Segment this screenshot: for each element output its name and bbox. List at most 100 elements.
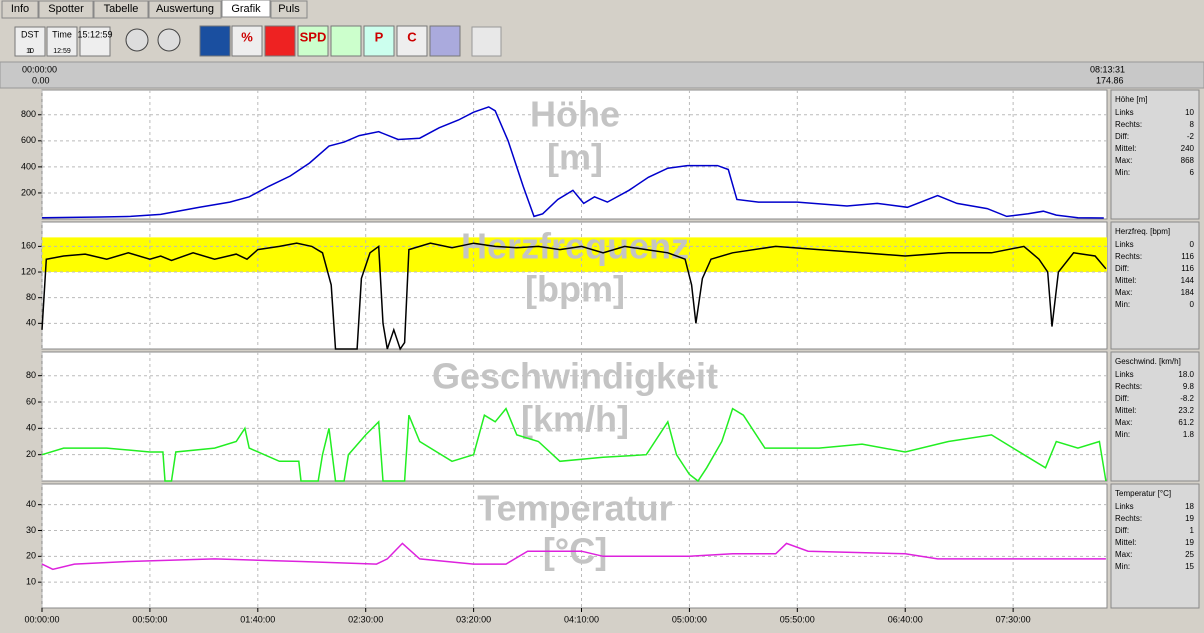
y-tick-label: 400 (21, 161, 36, 171)
stat-label: Max: (1115, 550, 1132, 559)
y-tick-label: 160 (21, 241, 36, 251)
x-tick-label: 05:00:00 (672, 614, 707, 624)
plot-area (41, 483, 1108, 609)
y-tick-label: 60 (26, 396, 36, 406)
tab[interactable] (148, 0, 222, 19)
stat-value: 0 (1190, 300, 1195, 309)
y-tick-label: 80 (26, 292, 36, 302)
toolbar-label: % (241, 29, 253, 44)
stats-title: Geschwind. [km/h] (1115, 357, 1181, 366)
toolbar-button[interactable] (264, 25, 296, 57)
toolbar-button[interactable] (330, 25, 362, 57)
toolbar-button[interactable] (231, 25, 263, 57)
toolbar-label: SPD (300, 29, 327, 44)
stat-label: Links (1115, 370, 1134, 379)
stats-panel (1110, 351, 1200, 482)
y-tick-label: 800 (21, 109, 36, 119)
stat-label: Links (1115, 240, 1134, 249)
y-tick-label: 30 (26, 525, 36, 535)
stat-label: Max: (1115, 288, 1132, 297)
watermark-unit: [m] (547, 137, 603, 178)
zoom-out-icon[interactable] (125, 28, 149, 52)
watermark-title: Höhe (530, 94, 620, 135)
tab-label: Spotter (48, 3, 84, 15)
stat-label: Diff: (1115, 526, 1129, 535)
y-tick-label: 20 (26, 551, 36, 561)
stat-value: 8 (1190, 120, 1195, 129)
toolbar-label: C (407, 29, 417, 44)
tab-label: Auswertung (156, 3, 214, 15)
stat-label: Mittel: (1115, 406, 1136, 415)
stats-panel (1110, 483, 1200, 609)
toolbar-label: 10 (26, 48, 34, 55)
toolbar-label: P (375, 29, 384, 44)
toolbar-label: 1 (28, 48, 32, 55)
stat-value: 116 (1181, 252, 1194, 261)
tab[interactable] (270, 0, 308, 19)
tab[interactable] (221, 0, 271, 18)
stats-title: Temperatur [°C] (1115, 489, 1171, 498)
flag-button[interactable] (471, 26, 502, 57)
y-tick-label: 600 (21, 135, 36, 145)
watermark-title: Temperatur (477, 488, 672, 529)
stat-label: Rechts: (1115, 382, 1142, 391)
watermark-title: Geschwindigkeit (432, 356, 718, 397)
stat-label: Rechts: (1115, 120, 1142, 129)
stats-title: Herzfreq. [bpm] (1115, 227, 1170, 236)
x-tick-label: 00:50:00 (132, 614, 167, 624)
tab-label: Info (11, 3, 29, 15)
y-tick-label: 20 (26, 449, 36, 459)
stat-value: 184 (1181, 288, 1195, 297)
x-tick-label: 02:30:00 (348, 614, 383, 624)
tab-label: Grafik (231, 3, 261, 15)
zoom-in-icon[interactable] (157, 28, 181, 52)
watermark-unit: [km/h] (521, 399, 629, 440)
x-tick-label: 01:40:00 (240, 614, 275, 624)
tab[interactable] (1, 0, 39, 19)
toolbar-label: 15:12:59 (77, 29, 112, 39)
toolbar-button[interactable] (79, 26, 111, 57)
range-bar (0, 61, 1204, 89)
range-end-value: 174.86 (1096, 75, 1124, 85)
watermark-unit: [bpm] (525, 269, 625, 310)
stat-label: Min: (1115, 168, 1130, 177)
tab[interactable] (93, 0, 149, 19)
toolbar-label: Time (52, 29, 72, 39)
stat-label: Links (1115, 502, 1134, 511)
y-tick-label: 80 (26, 370, 36, 380)
toolbar-button[interactable] (429, 25, 461, 57)
x-tick-label: 00:00:00 (24, 614, 59, 624)
stat-value: 15 (1185, 562, 1194, 571)
toolbar-label: DST (21, 29, 40, 39)
data-line (41, 407, 1107, 483)
stat-value: 868 (1181, 156, 1195, 165)
range-start-value: 0.00 (32, 75, 50, 85)
y-tick-label: 40 (26, 499, 36, 509)
toolbar-button[interactable] (199, 25, 231, 57)
stat-label: Links (1115, 108, 1134, 117)
tab[interactable] (38, 0, 94, 19)
toolbar-button[interactable] (14, 26, 46, 57)
stat-value: -8.2 (1180, 394, 1194, 403)
stats-panel (1110, 221, 1200, 350)
stat-value: 1.8 (1183, 430, 1195, 439)
stat-value: 6 (1190, 168, 1195, 177)
stat-label: Diff: (1115, 394, 1129, 403)
data-line (41, 242, 1107, 351)
toolbar-button[interactable] (363, 25, 395, 57)
toolbar-button[interactable] (297, 25, 329, 57)
stat-label: Rechts: (1115, 252, 1142, 261)
y-tick-label: 10 (26, 577, 36, 587)
y-tick-label: 40 (26, 318, 36, 328)
x-tick-label: 03:20:00 (456, 614, 491, 624)
y-tick-label: 120 (21, 266, 36, 276)
stat-value: 19 (1185, 514, 1194, 523)
toolbar-button[interactable] (46, 26, 78, 57)
stat-value: 9.8 (1183, 382, 1195, 391)
stat-label: Rechts: (1115, 514, 1142, 523)
stat-value: 240 (1181, 144, 1195, 153)
stat-value: 18 (1185, 502, 1194, 511)
stat-label: Max: (1115, 156, 1132, 165)
toolbar-button[interactable] (396, 25, 428, 57)
stat-label: Diff: (1115, 132, 1129, 141)
